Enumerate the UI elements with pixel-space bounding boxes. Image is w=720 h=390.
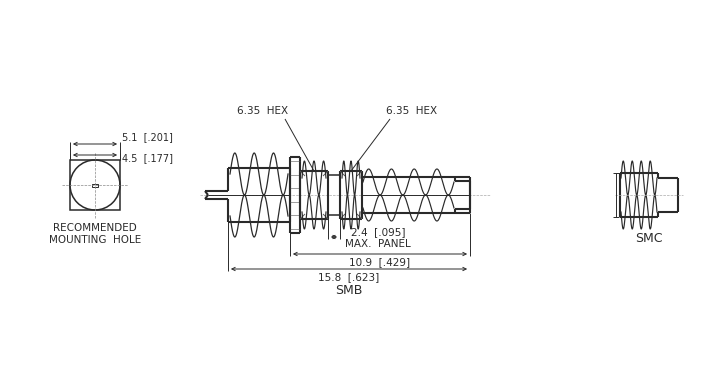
Text: MOUNTING  HOLE: MOUNTING HOLE [49, 235, 141, 245]
Text: 5.1  [.201]: 5.1 [.201] [122, 132, 173, 142]
Bar [92, 184, 98, 186]
Text: MAX.  PANEL: MAX. PANEL [345, 239, 411, 249]
Text: SMB: SMB [336, 284, 363, 298]
Text: 4.5  [.177]: 4.5 [.177] [122, 153, 173, 163]
Text: 2.4  [.095]: 2.4 [.095] [351, 227, 405, 237]
Text: 6.35  HEX: 6.35 HEX [238, 106, 289, 116]
Text: SMC: SMC [635, 232, 662, 245]
Text: RECOMMENDED: RECOMMENDED [53, 223, 137, 233]
Bar [70, 160, 120, 210]
Text: 15.8  [.623]: 15.8 [.623] [318, 272, 379, 282]
Text: 6.35  HEX: 6.35 HEX [387, 106, 438, 116]
Text: 10.9  [.429]: 10.9 [.429] [349, 257, 410, 267]
